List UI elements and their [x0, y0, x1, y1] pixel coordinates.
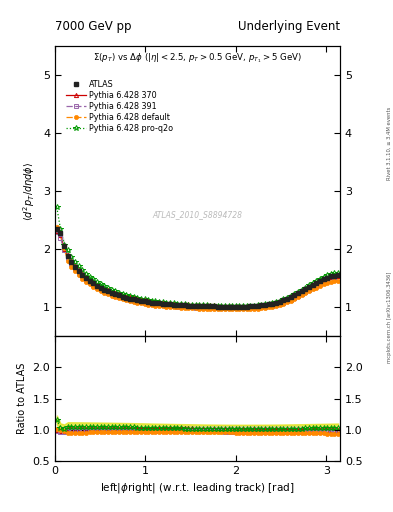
Text: Underlying Event: Underlying Event — [238, 20, 340, 33]
Text: ATLAS_2010_S8894728: ATLAS_2010_S8894728 — [152, 210, 242, 219]
Y-axis label: $\langle d^2 p_T/d\eta d\phi \rangle$: $\langle d^2 p_T/d\eta d\phi \rangle$ — [22, 162, 37, 221]
Text: $\Sigma(p_T)$ vs $\Delta\phi$ ($|\eta| < 2.5$, $p_T > 0.5$ GeV, $p_{T_1} > 5$ Ge: $\Sigma(p_T)$ vs $\Delta\phi$ ($|\eta| <… — [93, 52, 302, 66]
X-axis label: left|$\phi$right| (w.r.t. leading track) [rad]: left|$\phi$right| (w.r.t. leading track)… — [100, 481, 295, 495]
Legend: ATLAS, Pythia 6.428 370, Pythia 6.428 391, Pythia 6.428 default, Pythia 6.428 pr: ATLAS, Pythia 6.428 370, Pythia 6.428 39… — [65, 79, 174, 134]
Text: mcplots.cern.ch [arXiv:1306.3436]: mcplots.cern.ch [arXiv:1306.3436] — [387, 272, 391, 363]
Text: 7000 GeV pp: 7000 GeV pp — [55, 20, 132, 33]
Y-axis label: Ratio to ATLAS: Ratio to ATLAS — [17, 363, 27, 434]
Text: Rivet 3.1.10, ≥ 3.4M events: Rivet 3.1.10, ≥ 3.4M events — [387, 106, 391, 180]
